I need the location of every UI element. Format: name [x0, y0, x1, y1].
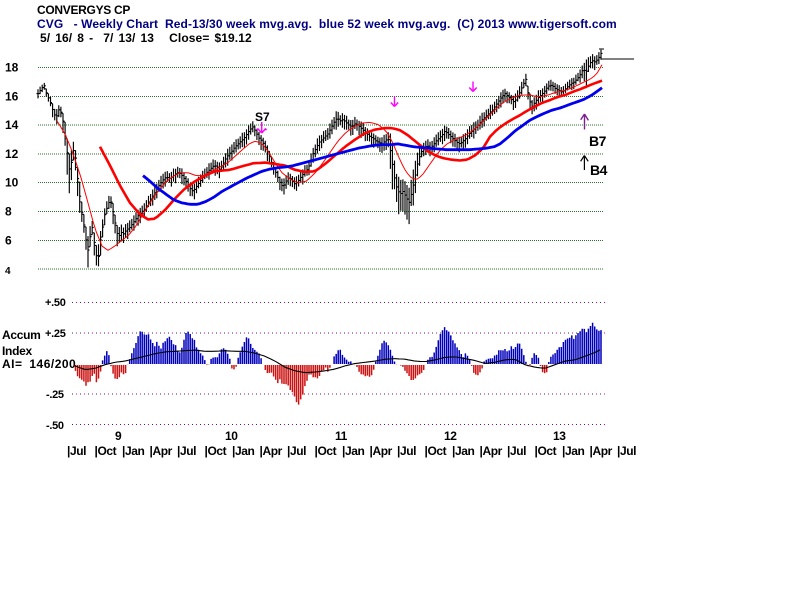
svg-text:18: 18 [5, 61, 19, 75]
svg-text:|Oct: |Oct [95, 444, 117, 458]
svg-text:+.25: +.25 [45, 328, 66, 340]
svg-text:|Jul: |Jul [177, 444, 196, 458]
svg-text:|Oct: |Oct [205, 444, 227, 458]
svg-text:|Apr: |Apr [590, 444, 613, 458]
svg-text:|Apr: |Apr [150, 444, 173, 458]
svg-text:|Apr: |Apr [480, 444, 503, 458]
svg-text:|Jan: |Jan [232, 444, 255, 458]
svg-text:+.50: +.50 [45, 297, 66, 309]
svg-text:14: 14 [5, 118, 19, 132]
svg-text:|Oct: |Oct [535, 444, 557, 458]
svg-text:|Jan: |Jan [342, 444, 365, 458]
svg-text:8: 8 [5, 205, 12, 219]
svg-text:S7: S7 [255, 110, 270, 124]
svg-text:|Jul: |Jul [397, 444, 416, 458]
svg-text:|Jul: |Jul [67, 444, 86, 458]
svg-text:|Oct: |Oct [315, 444, 337, 458]
svg-text:|Jan: |Jan [452, 444, 475, 458]
svg-text:|Oct: |Oct [425, 444, 447, 458]
svg-text:|Jan: |Jan [562, 444, 585, 458]
svg-text:10: 10 [5, 176, 19, 190]
svg-text:|Jul: |Jul [507, 444, 526, 458]
svg-text:12: 12 [5, 147, 19, 161]
svg-text:B7: B7 [589, 133, 607, 149]
svg-text:4: 4 [5, 266, 11, 277]
svg-text:11: 11 [335, 429, 348, 443]
svg-text:|Apr: |Apr [260, 444, 283, 458]
svg-text:10: 10 [225, 429, 238, 443]
svg-text:12: 12 [444, 429, 457, 443]
svg-text:Index: Index [2, 344, 32, 358]
svg-text:|Jul: |Jul [617, 444, 636, 458]
svg-text:|Jan: |Jan [122, 444, 145, 458]
svg-text:AI= 146/200: AI= 146/200 [2, 357, 76, 371]
svg-text:B4: B4 [590, 162, 608, 178]
svg-text:Accum: Accum [2, 328, 41, 342]
svg-text:13: 13 [553, 429, 566, 443]
svg-text:CONVERGYS CP: CONVERGYS CP [37, 3, 130, 17]
svg-text:5/ 16/ 8 - 7/ 13/ 13 Close=: 5/ 16/ 8 - 7/ 13/ 13 Close= $19.12 [40, 31, 252, 45]
svg-text:CVG - Weekly Chart Red-13/3: CVG - Weekly Chart Red-13/30 week mvg.av… [37, 17, 617, 31]
svg-text:9: 9 [115, 429, 122, 443]
svg-text:-.50: -.50 [46, 420, 64, 432]
svg-text:16: 16 [5, 90, 19, 104]
svg-text:6: 6 [5, 233, 12, 247]
svg-text:|Jul: |Jul [287, 444, 306, 458]
svg-text:-.25: -.25 [46, 389, 64, 401]
svg-text:|Apr: |Apr [370, 444, 393, 458]
